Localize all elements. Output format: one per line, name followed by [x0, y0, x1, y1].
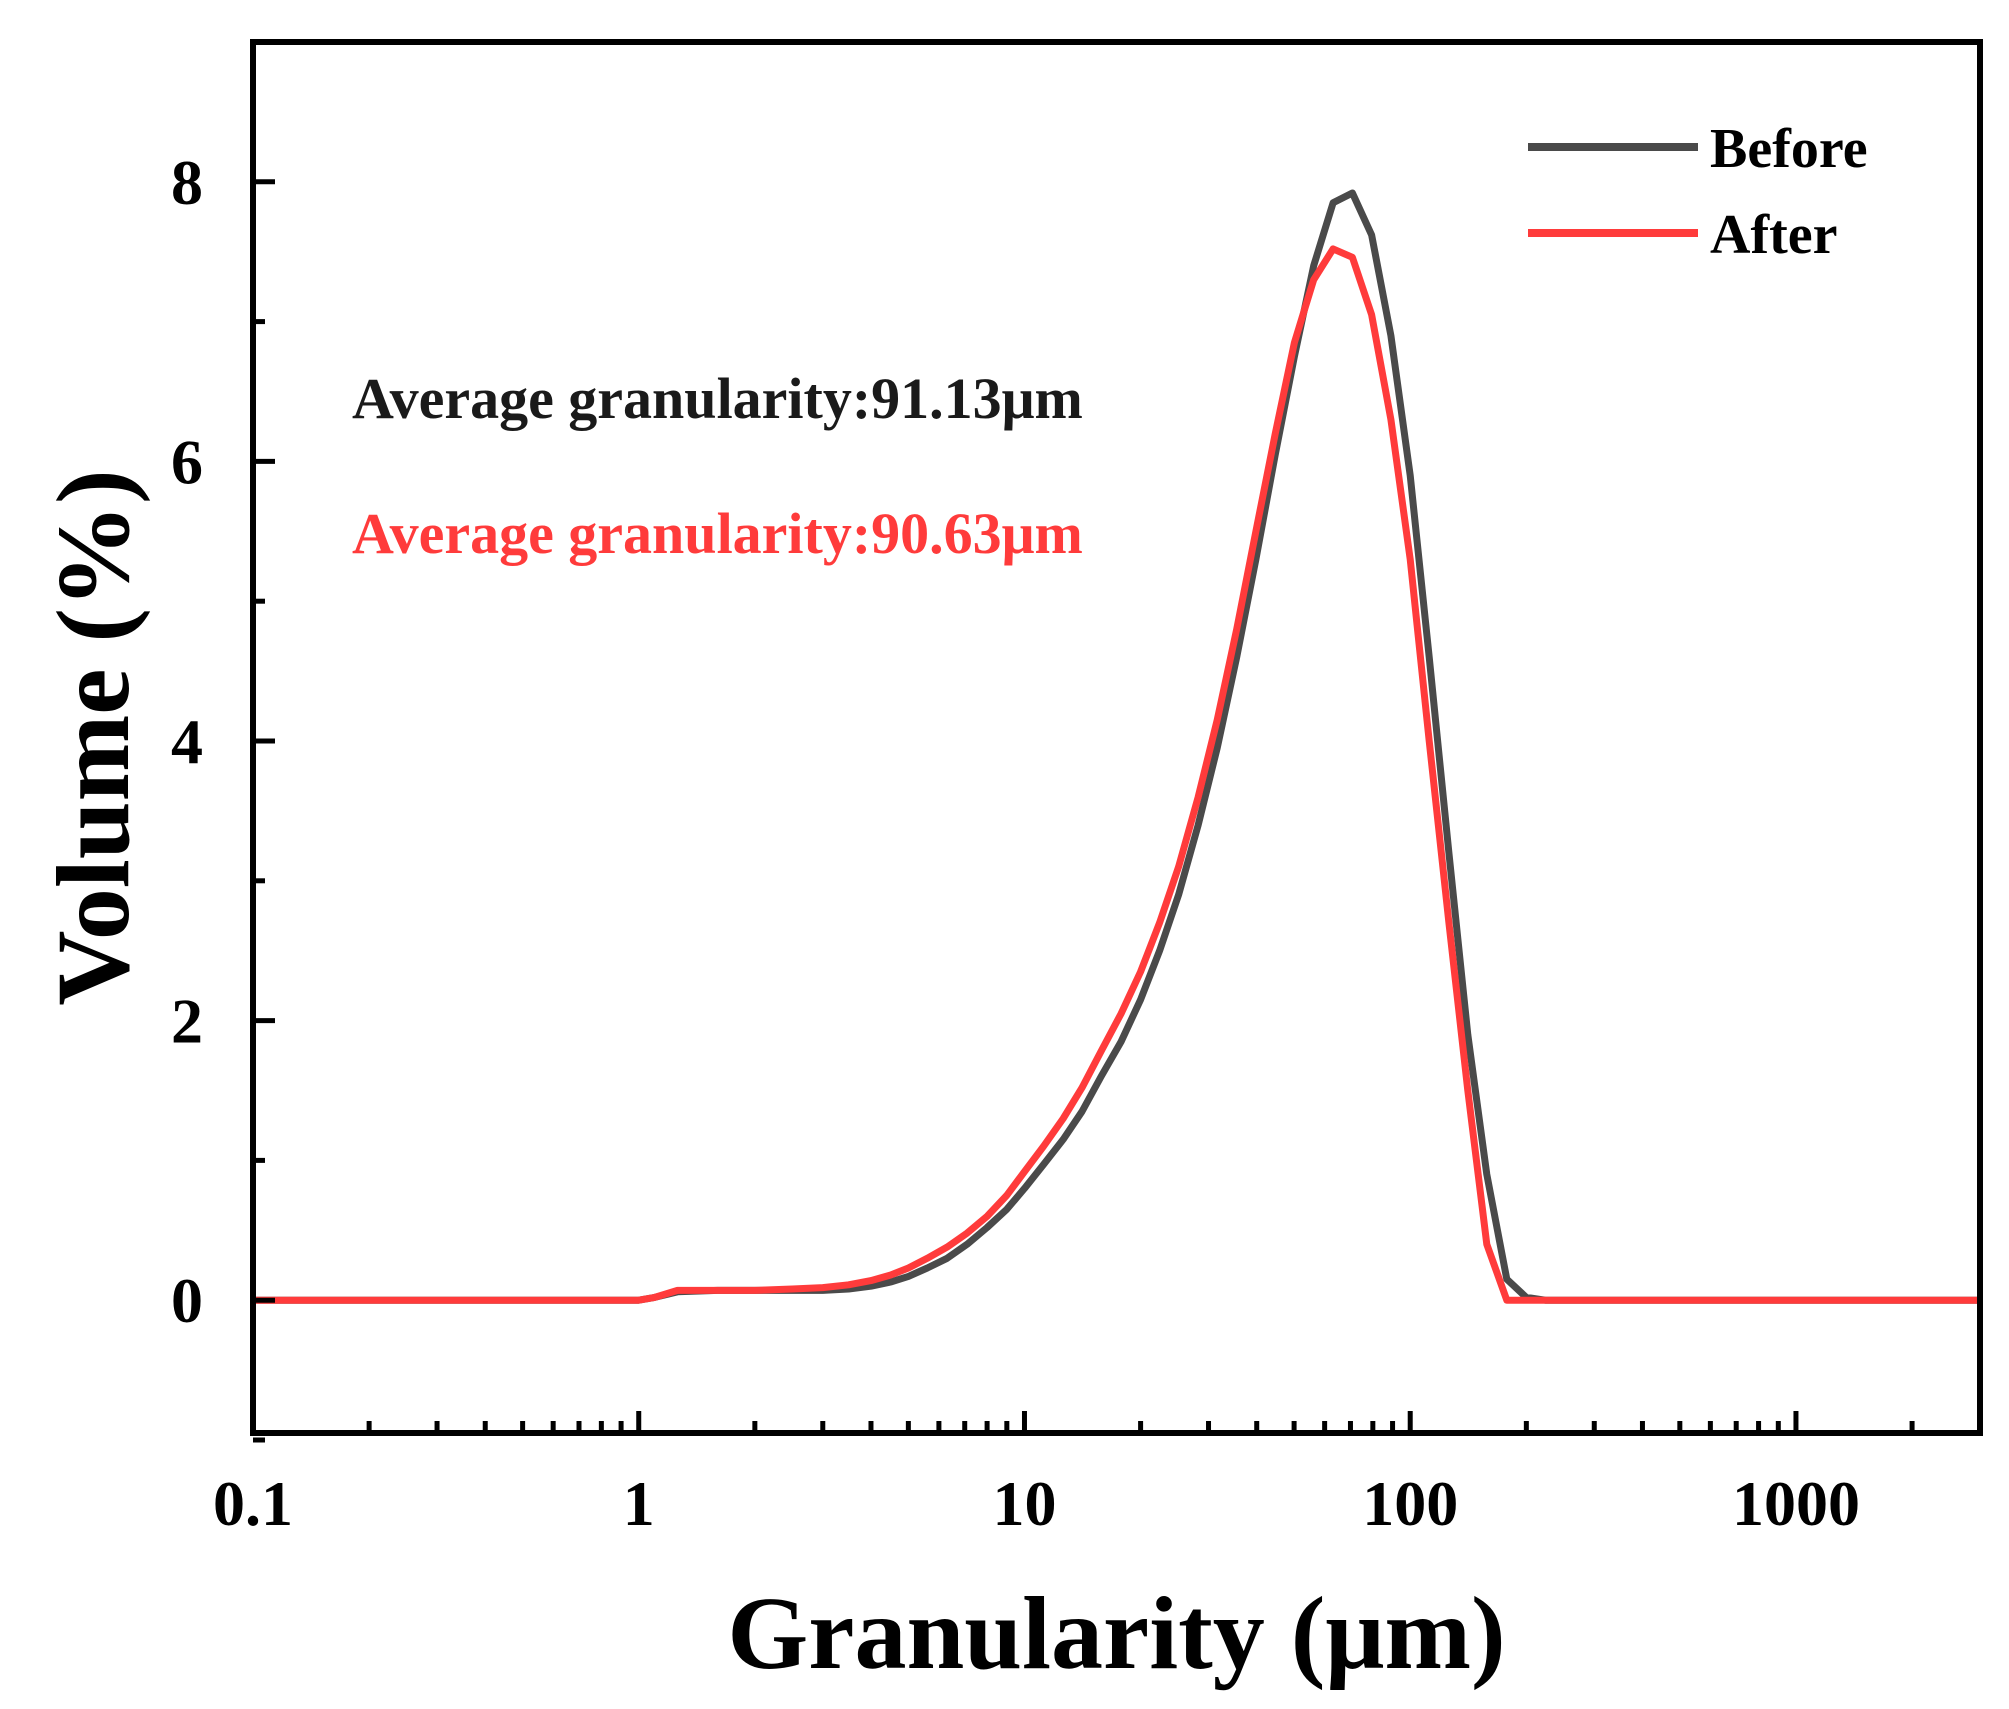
annotation-after-average: Average granularity:90.63μm [352, 501, 1083, 566]
annotation-before-average: Average granularity:91.13μm [352, 366, 1083, 431]
series-line-after [253, 245, 1980, 1304]
y-axis-title: Volume (%) [36, 469, 151, 1005]
plot-frame [250, 39, 1983, 1436]
y-tick-label: 0 [171, 1265, 203, 1336]
y-tick-label: 6 [171, 426, 203, 497]
x-tick-label: 1000 [1732, 1468, 1860, 1539]
x-axis-title: Granularity (μm) [727, 1576, 1505, 1691]
ticks-group [250, 179, 1983, 1443]
y-tick-label: 4 [171, 706, 203, 777]
x-tick-label: 1 [623, 1468, 655, 1539]
x-tick-label: 100 [1362, 1468, 1458, 1539]
x-tick-label: 0.1 [213, 1468, 293, 1539]
series-line-before [253, 189, 1980, 1304]
legend-label-before: Before [1710, 118, 1868, 180]
legend: Before After [1528, 118, 1868, 266]
y-tick-label: 8 [171, 147, 203, 218]
y-tick-label: 2 [171, 986, 203, 1057]
tick-labels: 0.1 1 10 100 1000 0 2 4 6 8 [171, 147, 1860, 1539]
series-group [253, 189, 1980, 1304]
legend-label-after: After [1710, 204, 1837, 266]
x-tick-label: 10 [992, 1468, 1056, 1539]
